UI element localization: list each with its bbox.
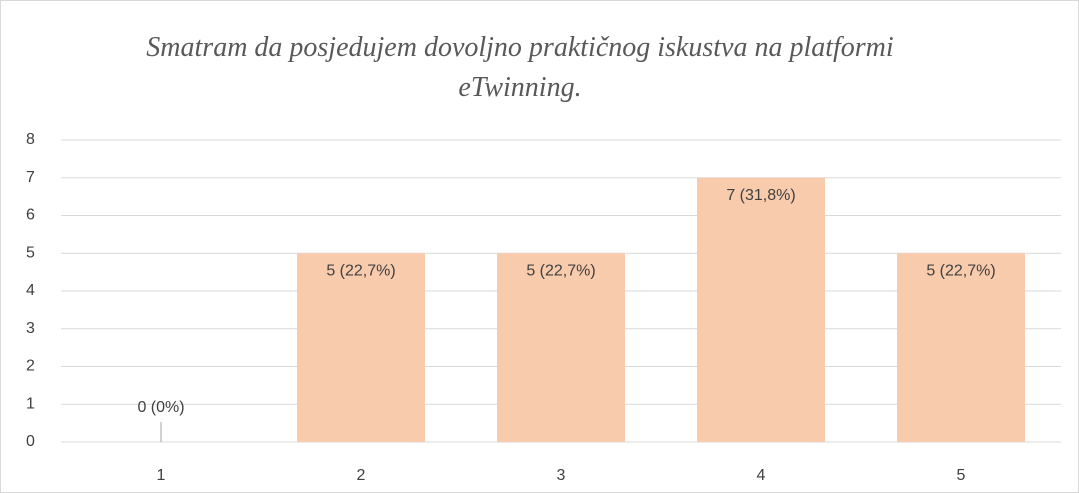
data-label: 0 (0%) [137, 399, 184, 416]
data-label: 7 (31,8%) [726, 187, 795, 204]
x-tick-label: 3 [557, 467, 566, 484]
y-tick-label: 0 [26, 433, 35, 450]
bar [697, 177, 825, 442]
x-tick-label: 1 [157, 467, 166, 484]
y-tick-label: 1 [26, 395, 35, 412]
x-tick-label: 2 [357, 467, 366, 484]
data-label: 5 (22,7%) [926, 262, 995, 279]
x-tick-label: 5 [957, 467, 966, 484]
y-tick-label: 3 [26, 320, 35, 337]
y-tick-label: 6 [26, 207, 35, 224]
y-tick-label: 7 [26, 169, 35, 186]
bar [297, 253, 425, 442]
data-label: 5 (22,7%) [526, 262, 595, 279]
x-tick-label: 4 [757, 467, 766, 484]
data-label: 5 (22,7%) [326, 262, 395, 279]
bar [897, 253, 1025, 442]
y-tick-label: 2 [26, 358, 35, 375]
y-tick-label: 5 [26, 244, 35, 261]
chart-title: Smatram da posjedujem dovoljno praktično… [146, 32, 894, 103]
y-tick-label: 4 [26, 282, 35, 299]
bar [497, 253, 625, 442]
y-tick-label: 8 [26, 131, 35, 148]
